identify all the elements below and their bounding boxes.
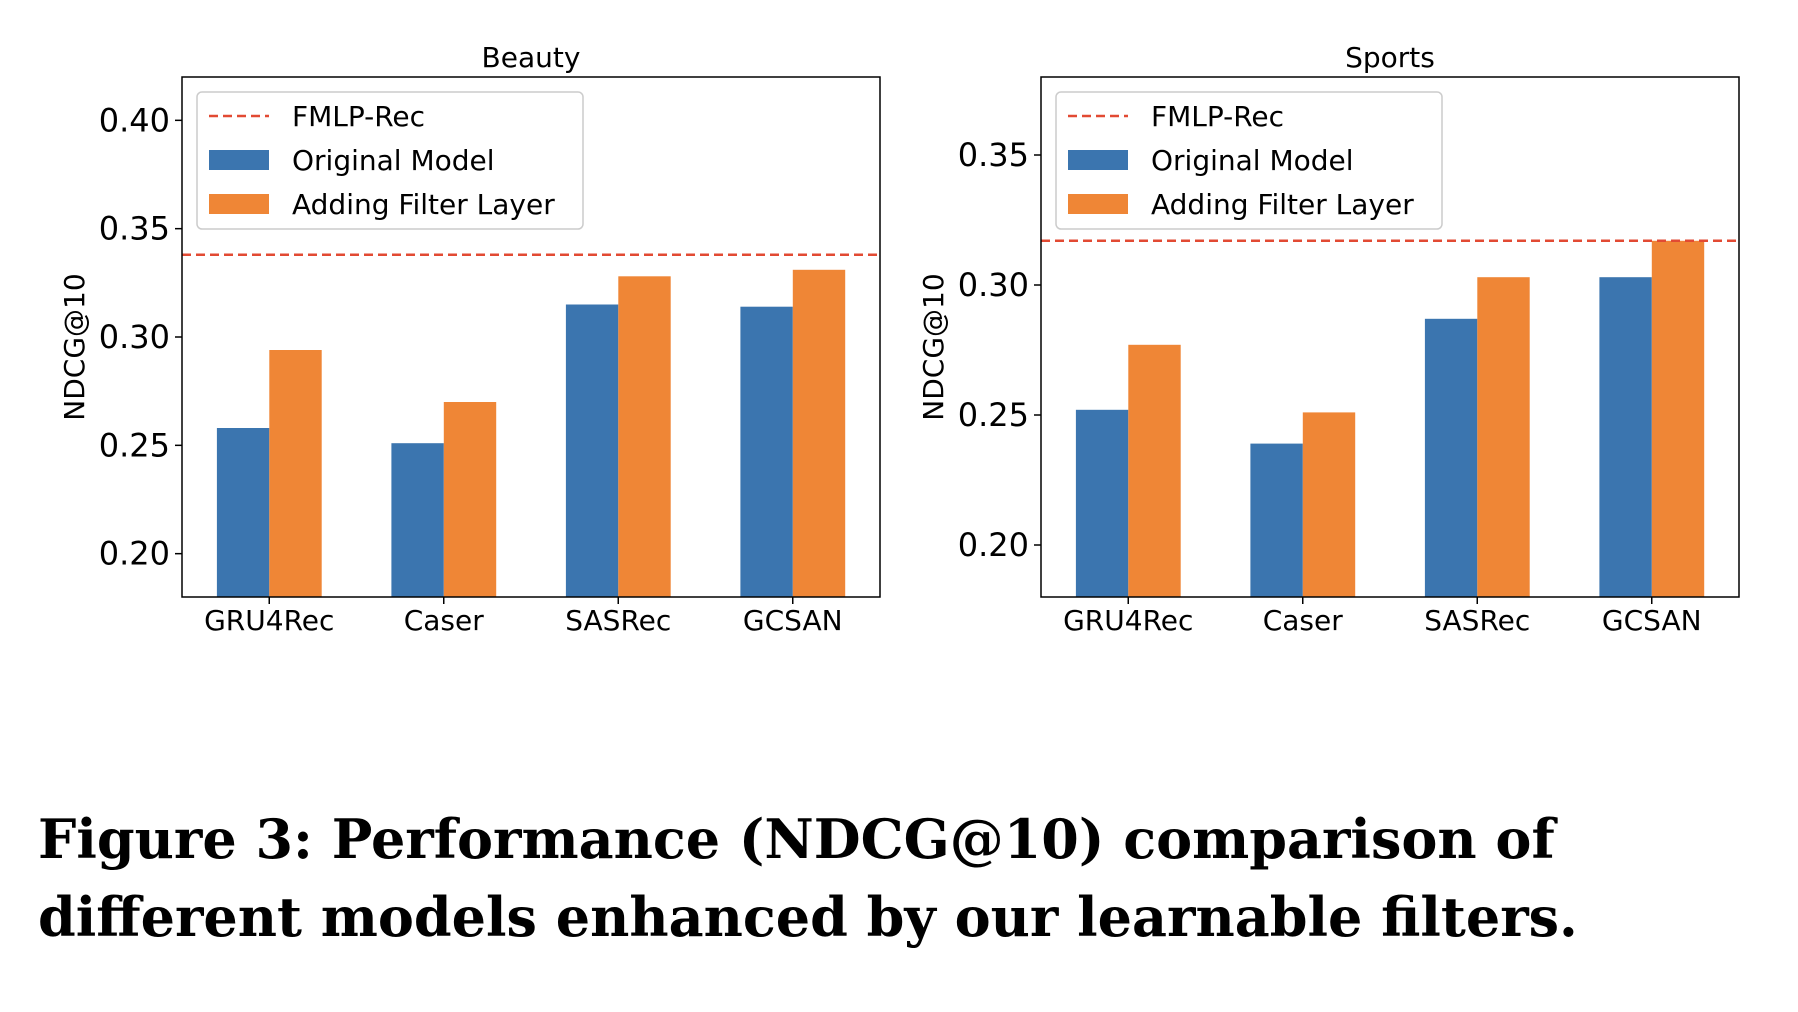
panel-1-x-tick-label: Caser — [1263, 604, 1344, 637]
panel-0-bar-original-gru4rec — [216, 428, 270, 597]
panel-1-y-tick-label: 0.20 — [958, 526, 1029, 564]
panel-0-legend-box — [196, 91, 584, 230]
panel-1-bar-original-gru4rec — [1075, 409, 1129, 597]
panel-1-legend-swatch-original — [1068, 150, 1128, 170]
panel-1-y-tick-label: 0.35 — [958, 136, 1029, 174]
panel-0-title: Beauty — [482, 41, 581, 74]
panel-0-x-tick-label: GRU4Rec — [204, 604, 334, 637]
panel-0-x-tick-label: GCSAN — [743, 604, 843, 637]
panel-1-bar-filter-gcsan — [1651, 240, 1705, 598]
panel-1-bar-filter-sasrec — [1477, 277, 1530, 597]
panel-0-x-tick-label: Caser — [404, 604, 485, 637]
panel-0-bar-original-caser — [391, 443, 444, 597]
panel-0-bar-filter-gcsan — [792, 269, 846, 597]
panel-1-bar-filter-gru4rec — [1128, 344, 1181, 597]
panel-1-x-tick-label: GCSAN — [1602, 604, 1702, 637]
panel-0-y-tick-label: 0.20 — [99, 535, 170, 573]
panel-0-legend-swatch-filter — [209, 194, 269, 214]
panel-1-x-tick-label: SASRec — [1424, 604, 1530, 637]
panel-1-title: Sports — [1345, 41, 1435, 74]
panel-0-legend-label-filter: Adding Filter Layer — [292, 188, 555, 221]
panel-0-legend-label-original: Original Model — [292, 144, 495, 177]
panel-0-x-tick-label: SASRec — [565, 604, 671, 637]
panel-0-bar-filter-sasrec — [618, 276, 671, 597]
panel-0-bar-filter-caser — [443, 402, 497, 597]
panel-1-bar-filter-caser — [1302, 412, 1356, 597]
panel-0-y-tick-label: 0.25 — [99, 426, 170, 464]
panel-1-plot-frame — [1040, 76, 1740, 598]
panel-1-x-tick-label: GRU4Rec — [1063, 604, 1193, 637]
panel-1-legend-label-filter: Adding Filter Layer — [1151, 188, 1414, 221]
panel-0-bar-original-gcsan — [740, 306, 793, 597]
panel-1-legend-box — [1055, 91, 1443, 230]
panel-0-y-tick-label: 0.40 — [99, 101, 170, 139]
panel-0-y-axis-label: NDCG@10 — [58, 273, 91, 420]
panel-1-legend-label-reference: FMLP-Rec — [1151, 100, 1284, 133]
figure-caption: Figure 3: Performance (NDCG@10) comparis… — [38, 807, 1578, 949]
panel-1-bar-original-gcsan — [1599, 277, 1652, 597]
panel-1-bar-original-sasrec — [1424, 318, 1478, 597]
panel-0-y-tick-label: 0.35 — [99, 210, 170, 248]
panel-1-y-tick-label: 0.30 — [958, 266, 1029, 304]
panel-0-bar-original-sasrec — [565, 304, 619, 597]
panel-0-legend-swatch-original — [209, 150, 269, 170]
panel-0-y-tick-label: 0.30 — [99, 318, 170, 356]
panel-1-legend-swatch-filter — [1068, 194, 1128, 214]
panel-0-legend-label-reference: FMLP-Rec — [292, 100, 425, 133]
panel-1-legend-label-original: Original Model — [1151, 144, 1354, 177]
panel-1-y-axis-label: NDCG@10 — [917, 273, 950, 420]
panel-0-bar-filter-gru4rec — [269, 350, 322, 597]
panel-1-y-tick-label: 0.25 — [958, 396, 1029, 434]
panel-1-bar-original-caser — [1250, 443, 1303, 597]
